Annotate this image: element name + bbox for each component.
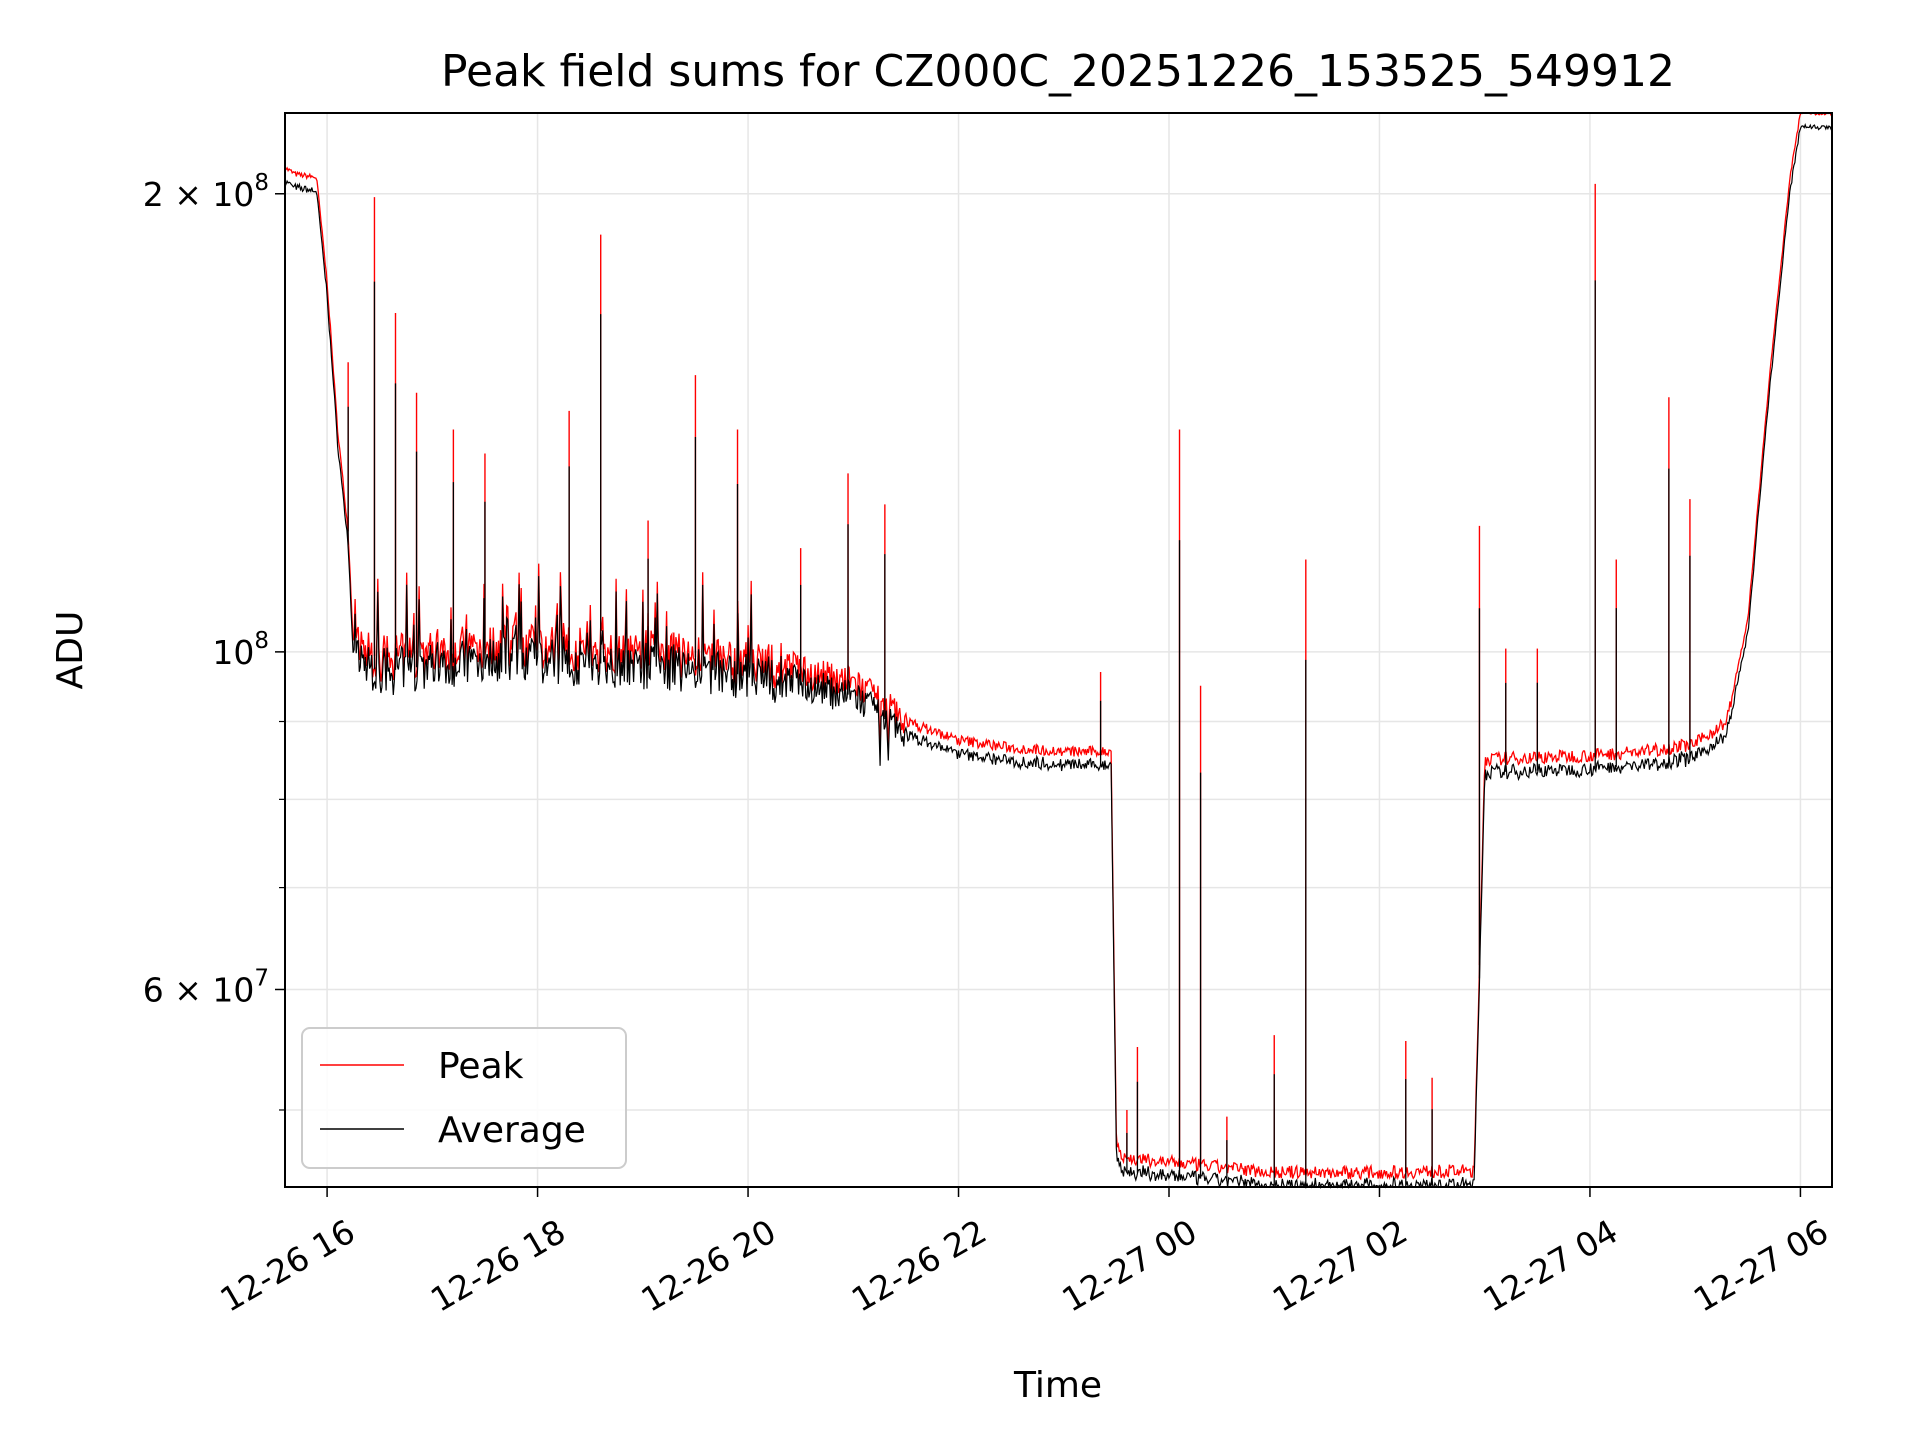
legend-label-peak: Peak [438, 1046, 524, 1087]
gridlines [285, 113, 1832, 1187]
chart-title: Peak field sums for CZ000C_20251226_1535… [441, 46, 1675, 97]
series-average-line [284, 122, 1833, 1190]
y-axis-label: ADU [50, 611, 91, 690]
y-axis: 2 × 108 108 6 × 107 [143, 170, 285, 1111]
y-tick-label: 6 × 107 [143, 965, 269, 1009]
plot-frame [284, 112, 1833, 1188]
x-axis-label: Time [1013, 1365, 1102, 1406]
series-layer [284, 111, 1833, 1190]
legend: Peak Average [301, 1027, 627, 1169]
legend-label-average: Average [438, 1110, 586, 1151]
legend-frame [301, 1027, 627, 1169]
y-tick-label: 108 [212, 628, 269, 672]
y-tick-label: 2 × 108 [143, 170, 269, 214]
